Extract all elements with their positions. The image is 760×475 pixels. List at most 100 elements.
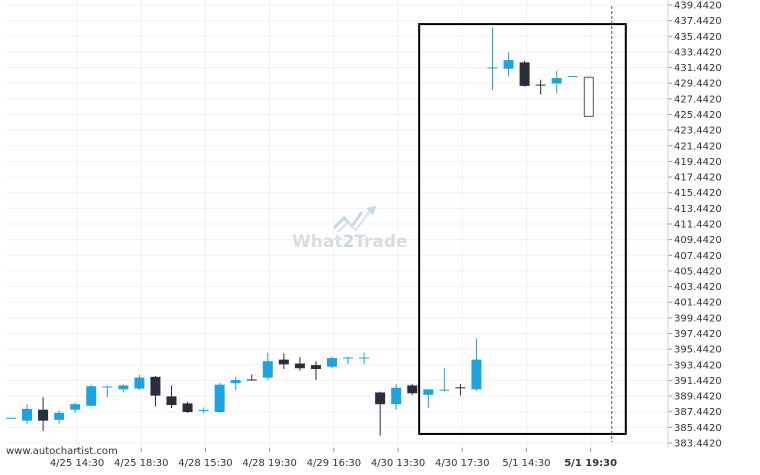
y-tick-label: 387.4420 [674,407,722,418]
candle [214,383,225,413]
event-highlight-box [418,23,627,435]
candle [134,374,145,391]
y-tick-label: 427.4420 [674,94,722,105]
y-tick-label: 391.4420 [674,376,722,387]
y-tick-label: 439.4420 [674,1,722,12]
y-tick-label: 431.4420 [674,63,722,74]
candlestick-series [6,27,594,436]
candle-body [86,386,97,406]
watermark-logo: What2Trade [292,206,408,252]
y-tick-label: 429.4420 [674,79,722,90]
forecast-candle [583,76,594,117]
x-tick-label: 4/28 19:30 [242,458,296,469]
candle-body [407,385,418,394]
candle [343,356,354,365]
watermark-text-2: 2 [342,232,354,252]
candle-body [150,376,161,396]
y-tick-label: 421.4420 [674,141,722,152]
watermark-text-trade: Trade [354,232,407,252]
candle [54,410,65,424]
y-tick-label: 389.4420 [674,392,722,403]
candle [359,352,370,365]
y-tick-label: 383.4420 [674,439,722,450]
y-axis: 439.4420 437.4420 435.4420 433.4420 431.4420… [667,0,722,450]
x-axis: 4/25 14:30 4/25 18:30 4/28 15:30 4/28 19:30… [50,448,617,469]
candle [294,357,305,371]
y-tick-label: 393.4420 [674,360,722,371]
candle [391,383,402,410]
candle-body [38,409,49,421]
candle-body [375,392,386,405]
y-tick-label: 385.4420 [674,423,722,434]
candle [198,407,209,414]
candle [246,374,257,381]
x-tick-label: 4/25 14:30 [50,458,104,469]
candle-body [551,78,562,84]
candle-body [294,363,305,369]
y-tick-label: 403.4420 [674,282,722,293]
y-tick-label: 411.4420 [674,220,722,231]
x-tick-label: 5/1 19:30 [564,458,617,469]
candle-body [166,396,177,406]
event-box-layer [418,6,627,442]
y-tick-label: 435.4420 [674,32,722,43]
candle-body [54,412,65,420]
x-tick-label: 4/30 13:30 [371,458,425,469]
candle [22,404,33,424]
candle [439,368,450,392]
candle [278,353,289,370]
watermark-chart-icon [332,206,376,233]
candle [262,352,273,380]
candle [166,385,177,409]
candle [519,60,530,87]
y-tick-label: 407.4420 [674,251,722,262]
candle [230,376,241,391]
candle-body [310,365,321,370]
y-tick-label: 395.4420 [674,345,722,356]
y-tick-label: 409.4420 [674,235,722,246]
candle-body [214,384,225,413]
candle [327,356,337,369]
y-tick-label: 419.4420 [674,157,722,168]
source-label: www.autochartist.com [6,446,118,457]
candle [102,385,113,398]
x-tick-label: 4/25 18:30 [114,458,168,469]
candle-body [278,359,289,365]
svg-text:What2Trade: What2Trade [292,232,408,252]
candle [551,71,562,94]
y-tick-label: 417.4420 [674,173,722,184]
candle-body [230,379,241,384]
candle [70,402,81,413]
x-tick-label: 4/28 15:30 [178,458,232,469]
y-tick-label: 401.4420 [674,298,722,309]
candle-body [134,377,145,389]
candle [503,52,514,77]
candle-body [118,385,129,390]
candle-body [471,359,482,390]
y-tick-label: 433.4420 [674,47,722,58]
candle [86,384,97,407]
y-tick-label: 425.4420 [674,110,722,121]
y-tick-label: 399.4420 [674,313,722,324]
candle-body [503,60,514,69]
candle-body [327,358,337,367]
candle-body [70,404,81,410]
y-tick-label: 397.4420 [674,329,722,340]
y-tick-label: 415.4420 [674,188,722,199]
candle [535,79,546,95]
candle-body [423,389,434,395]
y-tick-label: 423.4420 [674,126,722,137]
x-tick-label: 5/1 14:30 [502,458,550,469]
y-tick-label: 413.4420 [674,204,722,215]
y-tick-label: 405.4420 [674,266,722,277]
candle [455,383,466,396]
candle [38,397,49,431]
x-tick-label: 4/30 17:30 [435,458,489,469]
candle [407,383,418,395]
candle [150,376,161,407]
candle-body [391,387,402,405]
candle [487,27,498,90]
candle-body [262,361,273,378]
candle [118,384,129,393]
